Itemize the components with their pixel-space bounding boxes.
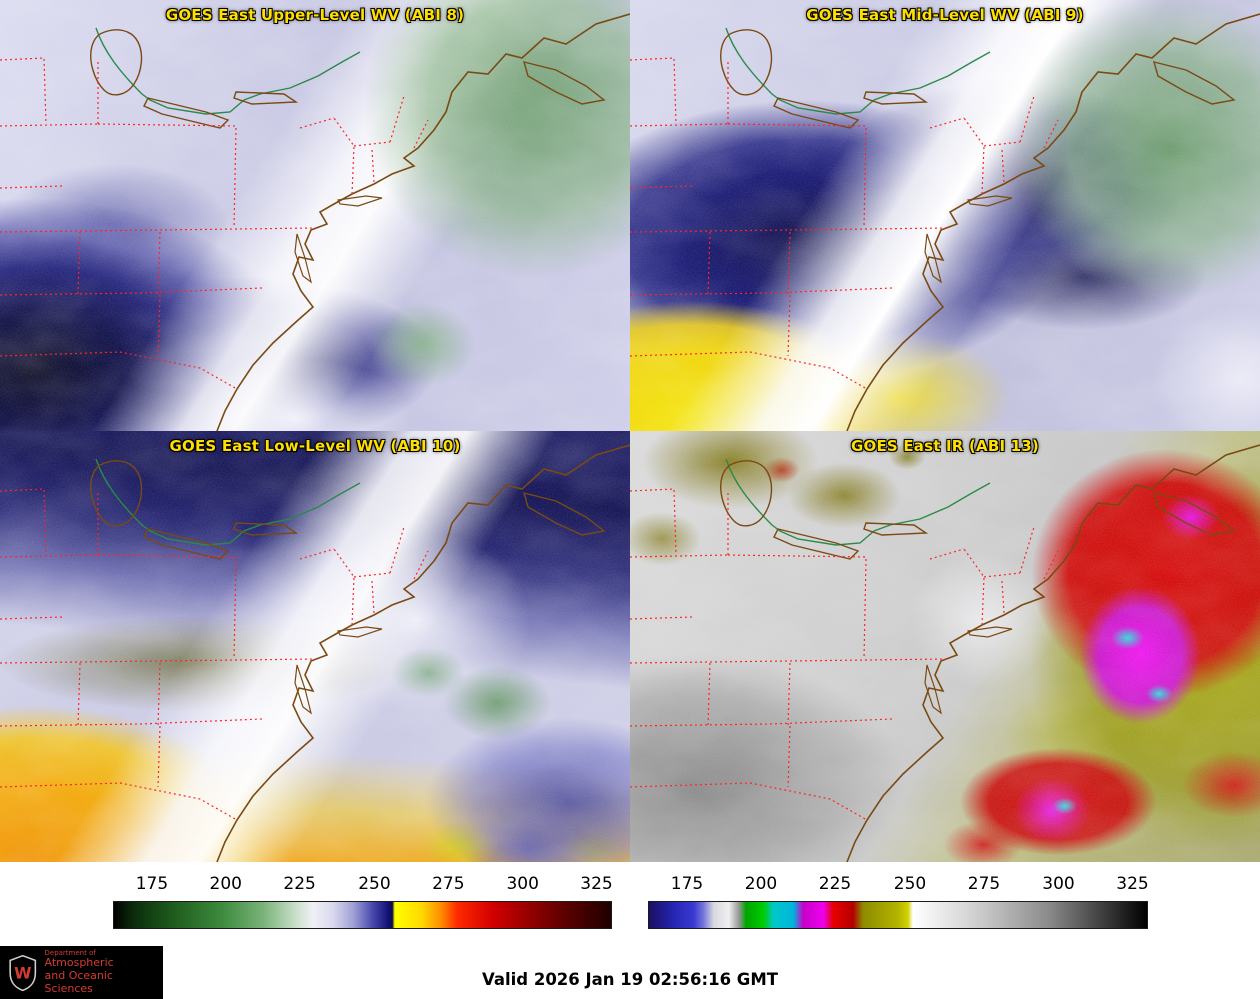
ir-colorbar: 175 200 225 250 275 300 325 xyxy=(648,872,1149,929)
panel-upper-wv: GOES East Upper-Level WV (ABI 8) xyxy=(0,0,630,431)
map-overlay xyxy=(0,0,630,431)
ir-colorbar-gradient xyxy=(648,901,1148,929)
svg-text:W: W xyxy=(14,963,31,982)
map-overlay xyxy=(0,431,630,862)
panel-mid-wv: GOES East Mid-Level WV (ABI 9) xyxy=(630,0,1260,431)
logo-line-2: and Oceanic Sciences xyxy=(44,969,113,996)
wv-colorbar-ticks: 175 200 225 250 275 300 325 xyxy=(113,872,613,898)
map-overlay xyxy=(630,0,1260,431)
uw-crest-icon: W xyxy=(9,954,37,991)
panel-title-ir: GOES East IR (ABI 13) xyxy=(850,437,1039,455)
tick-label: 250 xyxy=(358,874,391,894)
tick-label: 175 xyxy=(135,874,169,894)
tick-label: 275 xyxy=(967,874,1001,894)
tick-label: 225 xyxy=(818,874,852,894)
tick-label: 200 xyxy=(209,874,242,894)
tick-label: 250 xyxy=(893,874,927,894)
tick-label: 275 xyxy=(432,874,465,894)
logo-line-1: Atmospheric xyxy=(44,956,114,970)
aos-department-logo: W Department of Atmospheric and Oceanic … xyxy=(0,946,163,999)
logo-dept-line: Department of xyxy=(44,948,96,957)
panel-title-low-wv: GOES East Low-Level WV (ABI 10) xyxy=(169,437,461,455)
tick-label: 200 xyxy=(744,874,778,894)
wv-colorbar: 175 200 225 250 275 300 325 xyxy=(113,872,613,929)
panel-low-wv: GOES East Low-Level WV (ABI 10) xyxy=(0,431,630,862)
ir-colorbar-ticks: 175 200 225 250 275 300 325 xyxy=(648,872,1149,898)
valid-time-label: Valid 2026 Jan 19 02:56:16 GMT xyxy=(481,970,779,989)
tick-label: 325 xyxy=(1116,874,1149,894)
satellite-grid: GOES East Upper-Level WV (ABI 8) GOES Ea… xyxy=(0,0,1260,862)
tick-label: 300 xyxy=(506,874,539,894)
tick-label: 225 xyxy=(283,874,316,894)
panel-title-upper-wv: GOES East Upper-Level WV (ABI 8) xyxy=(165,6,465,24)
tick-label: 300 xyxy=(1042,874,1075,894)
map-overlay xyxy=(630,431,1260,862)
wv-colorbar-gradient xyxy=(113,901,612,929)
panel-ir: GOES East IR (ABI 13) xyxy=(630,431,1260,862)
tick-label: 175 xyxy=(670,874,704,894)
tick-label: 325 xyxy=(580,874,613,894)
logo-text: Department of Atmospheric and Oceanic Sc… xyxy=(45,949,157,996)
panel-title-mid-wv: GOES East Mid-Level WV (ABI 9) xyxy=(806,6,1084,24)
